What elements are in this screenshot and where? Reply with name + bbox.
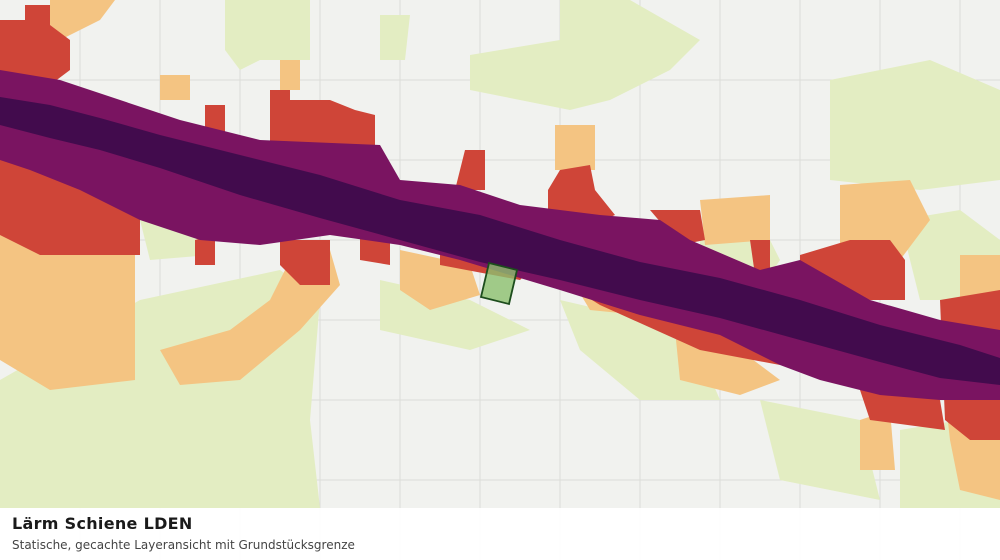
map-title: Lärm Schiene LDEN [12, 514, 193, 533]
parcel-boundary [479, 261, 519, 306]
map-subtitle: Statische, gecachte Layeransicht mit Gru… [12, 538, 355, 552]
noise-zone-extreme [0, 97, 1000, 385]
caption-bar: Lärm Schiene LDEN Statische, gecachte La… [0, 508, 1000, 560]
